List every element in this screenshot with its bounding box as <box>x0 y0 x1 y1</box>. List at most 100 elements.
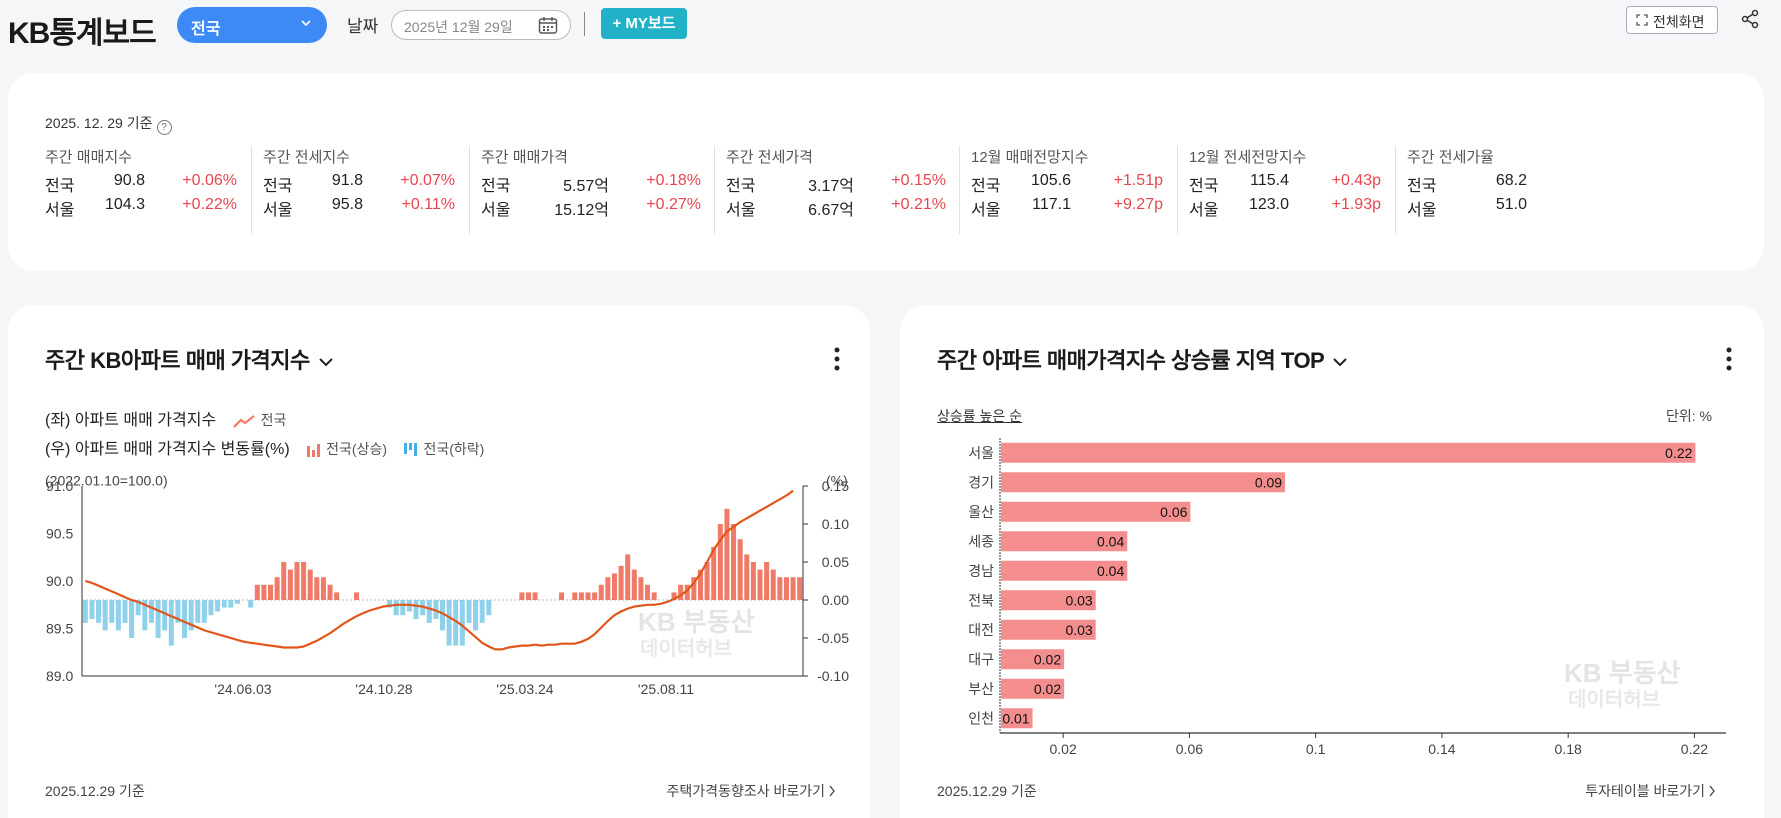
region-label: 대구 <box>968 651 994 667</box>
bar-down <box>426 600 432 623</box>
summary-value: 104.3 <box>104 196 145 213</box>
bar-up <box>320 577 326 600</box>
sort-label[interactable]: 상승률 높은 순 <box>937 408 1023 424</box>
left-footer-date: 2025.12.29 기준 <box>45 783 145 799</box>
summary-region: 전국 <box>1407 178 1437 195</box>
bar-down <box>115 600 121 631</box>
y-right-tick-label: 0.10 <box>822 516 849 532</box>
summary-region: 전국 <box>45 178 75 195</box>
bar-up <box>757 569 763 600</box>
bar-down <box>82 600 88 623</box>
legend-right: (우) 아파트 매매 가격지수 변동률(%) 전국(상승) 전국(하락) <box>45 435 484 459</box>
region-bar <box>1001 619 1096 640</box>
expand-icon <box>1636 14 1648 26</box>
bar-up <box>704 562 710 600</box>
more-options-icon[interactable] <box>1726 347 1732 371</box>
summary-column: 주간 전세지수 전국 91.8 +0.07% 서울 95.8 +0.11% <box>263 146 455 231</box>
summary-change: +0.27% <box>646 196 701 213</box>
bar-up <box>519 592 525 600</box>
y-left-tick-label: 90.5 <box>46 526 73 542</box>
legend-down-item[interactable]: 전국(하락) <box>403 441 484 457</box>
summary-region: 서울 <box>481 202 511 219</box>
bar-down <box>453 600 459 646</box>
bar-down <box>473 600 479 631</box>
region-select[interactable]: 전국 <box>177 7 327 43</box>
summary-divider <box>251 146 252 234</box>
bar-up <box>354 592 360 600</box>
bar-up <box>301 562 307 600</box>
legend-up-item[interactable]: 전국(상승) <box>306 441 387 457</box>
bar-up <box>598 584 604 600</box>
bar-down <box>129 600 135 638</box>
summary-change: +0.18% <box>646 172 701 189</box>
summary-column: 주간 전세가율 전국 68.2 서울 51.0 <box>1407 146 1527 231</box>
summary-change: +0.11% <box>401 196 455 213</box>
x-tick-label: '25.08.11 <box>638 681 694 697</box>
x-tick-label: 0.06 <box>1176 741 1203 757</box>
top-region-title[interactable]: 주간 아파트 매매가격지수 상승률 지역 TOP <box>937 343 1348 375</box>
bar-up <box>711 546 717 600</box>
region-bar <box>1001 442 1696 463</box>
region-bar <box>1001 531 1128 552</box>
summary-divider <box>1177 146 1178 234</box>
bar-down <box>486 600 492 616</box>
bar-up <box>797 577 803 600</box>
header-divider <box>584 12 585 36</box>
legend-line-item[interactable]: 전국 <box>232 412 286 428</box>
bar-down <box>155 600 161 638</box>
chevron-down-icon <box>319 358 333 367</box>
summary-value: 68.2 <box>1495 172 1527 189</box>
fullscreen-button[interactable]: 전체화면 <box>1626 6 1718 34</box>
x-tick-label: 0.14 <box>1428 741 1455 757</box>
y-left-tick-label: 91.0 <box>46 478 73 494</box>
bar-down <box>102 600 108 631</box>
summary-value: 95.8 <box>331 196 363 213</box>
bar-up <box>777 577 783 600</box>
right-footer-link[interactable]: 투자테이블 바로가기 <box>1585 781 1716 801</box>
price-index-title[interactable]: 주간 KB아파트 매매 가격지수 <box>45 343 334 375</box>
region-bar <box>1001 708 1033 729</box>
bar-down <box>439 600 446 631</box>
bar-value-label: 0.02 <box>1034 651 1061 667</box>
my-board-button[interactable]: + MY보드 <box>601 8 687 39</box>
bar-down <box>188 600 194 631</box>
bar-down <box>182 600 188 638</box>
share-icon[interactable] <box>1740 9 1760 29</box>
summary-value: 105.6 <box>1030 172 1071 189</box>
bar-down <box>175 600 181 623</box>
fullscreen-label: 전체화면 <box>1653 14 1705 30</box>
bar-down <box>393 600 399 616</box>
summary-divider <box>469 146 470 234</box>
y-right-tick-label: -0.05 <box>817 630 849 646</box>
bar-value-label: 0.04 <box>1097 533 1124 549</box>
summary-divider <box>714 146 715 234</box>
date-picker[interactable]: 2025년 12월 29일 <box>391 10 571 40</box>
bar-up <box>651 592 657 600</box>
bar-down <box>135 600 141 616</box>
bar-value-label: 0.22 <box>1665 445 1692 461</box>
right-axis-unit: (%) <box>826 475 848 488</box>
left-footer-link[interactable]: 주택가격동향조사 바로가기 <box>667 781 836 801</box>
summary-region: 서울 <box>263 202 293 219</box>
region-label: 인천 <box>968 710 994 726</box>
summary-as-of: 2025. 12. 29 기준? <box>45 113 172 135</box>
bar-down <box>195 600 201 623</box>
region-bar <box>1001 501 1191 522</box>
legend-left: (좌) 아파트 매매 가격지수 전국 <box>45 406 286 430</box>
summary-value: 6.67억 <box>808 202 854 219</box>
y-right-tick-label: 0.00 <box>822 592 849 608</box>
bar-up <box>671 592 677 600</box>
help-icon[interactable]: ? <box>156 120 172 135</box>
chevron-down-icon <box>1333 358 1347 367</box>
summary-region: 전국 <box>971 178 1001 195</box>
bar-up <box>525 592 531 600</box>
bar-up <box>294 562 300 600</box>
bar-up <box>724 508 730 600</box>
bar-up <box>261 584 267 600</box>
summary-change: +9.27p <box>1113 196 1163 213</box>
region-label: 경남 <box>968 563 994 579</box>
bar-value-label: 0.01 <box>1002 710 1029 726</box>
more-options-icon[interactable] <box>834 347 840 371</box>
bar-up <box>678 584 684 600</box>
bar-up <box>605 577 611 600</box>
